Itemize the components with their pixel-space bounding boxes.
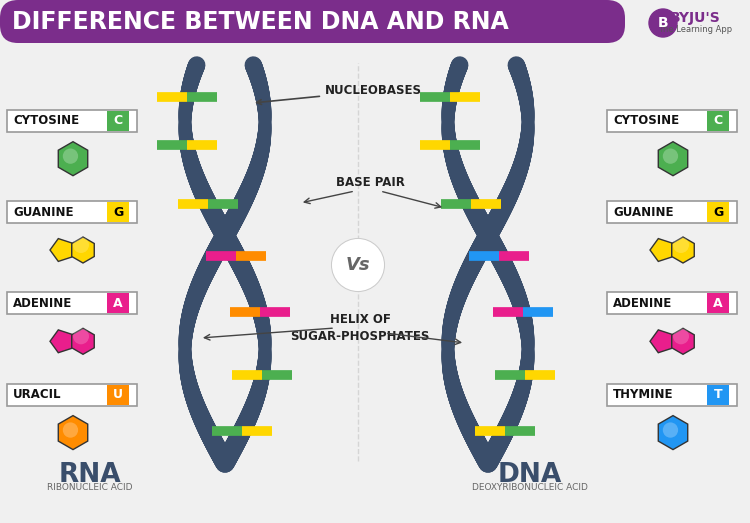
Text: DNA: DNA: [498, 462, 562, 488]
Text: BASE PAIR: BASE PAIR: [335, 176, 404, 189]
FancyBboxPatch shape: [707, 202, 729, 222]
FancyBboxPatch shape: [107, 111, 129, 131]
FancyBboxPatch shape: [7, 383, 137, 406]
Circle shape: [63, 423, 78, 438]
Polygon shape: [650, 330, 672, 353]
Text: DEOXYRIBONUCLEIC ACID: DEOXYRIBONUCLEIC ACID: [472, 483, 588, 493]
Polygon shape: [50, 238, 72, 262]
Text: HELIX OF
SUGAR-PHOSPHATES: HELIX OF SUGAR-PHOSPHATES: [290, 313, 430, 343]
FancyBboxPatch shape: [7, 292, 137, 314]
Text: A: A: [713, 297, 723, 310]
Text: B: B: [658, 16, 668, 30]
FancyBboxPatch shape: [607, 292, 737, 314]
Circle shape: [663, 423, 678, 438]
FancyBboxPatch shape: [107, 202, 129, 222]
Circle shape: [673, 328, 689, 344]
Text: NUCLEOBASES: NUCLEOBASES: [256, 85, 422, 105]
FancyBboxPatch shape: [107, 384, 129, 405]
Text: DIFFERENCE BETWEEN DNA AND RNA: DIFFERENCE BETWEEN DNA AND RNA: [12, 10, 508, 34]
FancyBboxPatch shape: [707, 384, 729, 405]
Text: Vs: Vs: [346, 256, 370, 274]
Circle shape: [73, 328, 89, 344]
Polygon shape: [658, 416, 688, 450]
Text: CYTOSINE: CYTOSINE: [13, 114, 80, 127]
FancyBboxPatch shape: [607, 110, 737, 132]
Text: U: U: [113, 388, 123, 401]
Text: RNA: RNA: [58, 462, 122, 488]
FancyBboxPatch shape: [607, 201, 737, 223]
Circle shape: [663, 149, 678, 164]
Polygon shape: [658, 142, 688, 176]
Text: ADENINE: ADENINE: [13, 297, 72, 310]
Text: BYJU'S: BYJU'S: [670, 11, 720, 25]
Polygon shape: [72, 237, 94, 263]
Text: G: G: [112, 206, 123, 219]
Text: RIBONUCLEIC ACID: RIBONUCLEIC ACID: [47, 483, 133, 493]
FancyBboxPatch shape: [707, 293, 729, 313]
FancyBboxPatch shape: [7, 201, 137, 223]
Circle shape: [63, 149, 78, 164]
FancyBboxPatch shape: [7, 110, 137, 132]
Polygon shape: [72, 328, 94, 354]
Text: A: A: [113, 297, 123, 310]
Polygon shape: [672, 237, 694, 263]
Polygon shape: [650, 238, 672, 262]
Polygon shape: [672, 328, 694, 354]
FancyBboxPatch shape: [0, 0, 625, 43]
Text: THYMINE: THYMINE: [613, 388, 674, 401]
Circle shape: [332, 239, 384, 291]
Polygon shape: [58, 142, 88, 176]
FancyBboxPatch shape: [707, 111, 729, 131]
Polygon shape: [58, 416, 88, 450]
Circle shape: [673, 237, 689, 253]
Circle shape: [73, 237, 89, 253]
FancyBboxPatch shape: [107, 293, 129, 313]
Text: G: G: [712, 206, 723, 219]
Text: C: C: [713, 114, 722, 127]
FancyBboxPatch shape: [607, 383, 737, 406]
Text: C: C: [113, 114, 122, 127]
Polygon shape: [50, 330, 72, 353]
Text: The Learning App: The Learning App: [658, 26, 732, 35]
Text: CYTOSINE: CYTOSINE: [613, 114, 680, 127]
Text: T: T: [714, 388, 722, 401]
Text: URACIL: URACIL: [13, 388, 62, 401]
Text: GUANINE: GUANINE: [613, 206, 674, 219]
Text: GUANINE: GUANINE: [13, 206, 74, 219]
Text: ADENINE: ADENINE: [613, 297, 672, 310]
Circle shape: [649, 9, 677, 37]
